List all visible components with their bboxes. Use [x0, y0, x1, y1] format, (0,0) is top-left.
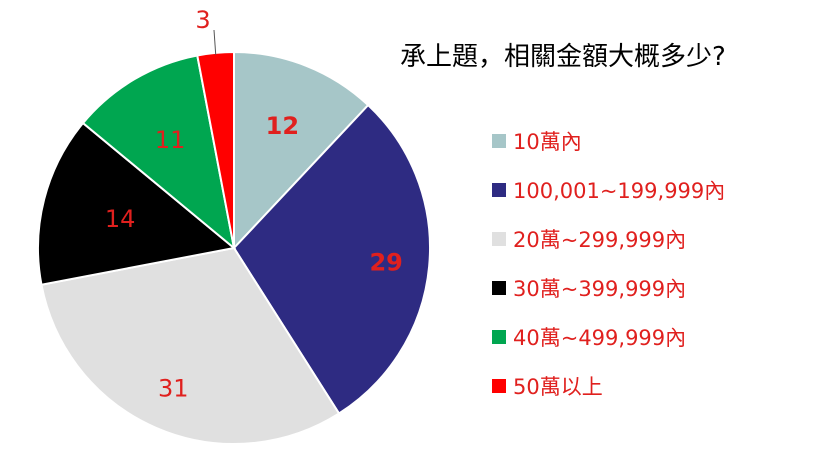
legend-item: 30萬~399,999內 — [492, 263, 725, 312]
legend-item: 20萬~299,999內 — [492, 214, 725, 263]
legend-swatch — [492, 232, 506, 246]
leader-line — [214, 30, 216, 55]
legend-label: 50萬以上 — [513, 371, 603, 401]
data-label: 12 — [266, 112, 299, 140]
legend-label: 100,001~199,999內 — [513, 175, 725, 205]
data-label: 29 — [369, 248, 402, 276]
data-label: 3 — [195, 6, 210, 34]
legend-swatch — [492, 379, 506, 393]
data-label: 14 — [105, 205, 136, 233]
legend-item: 100,001~199,999內 — [492, 165, 725, 214]
chart-title: 承上題，相關金額大概多少? — [400, 36, 726, 73]
legend-swatch — [492, 330, 506, 344]
legend-swatch — [492, 183, 506, 197]
data-label: 31 — [158, 374, 189, 402]
legend: 10萬內 100,001~199,999內 20萬~299,999內 30萬~399,… — [492, 116, 725, 410]
data-label: 11 — [155, 126, 186, 154]
legend-swatch — [492, 281, 506, 295]
legend-label: 20萬~299,999內 — [513, 224, 686, 254]
legend-label: 30萬~399,999內 — [513, 273, 686, 303]
legend-item: 50萬以上 — [492, 361, 725, 410]
legend-label: 10萬內 — [513, 126, 582, 156]
legend-swatch — [492, 134, 506, 148]
legend-label: 40萬~499,999內 — [513, 322, 686, 352]
legend-item: 40萬~499,999內 — [492, 312, 725, 361]
legend-item: 10萬內 — [492, 116, 725, 165]
